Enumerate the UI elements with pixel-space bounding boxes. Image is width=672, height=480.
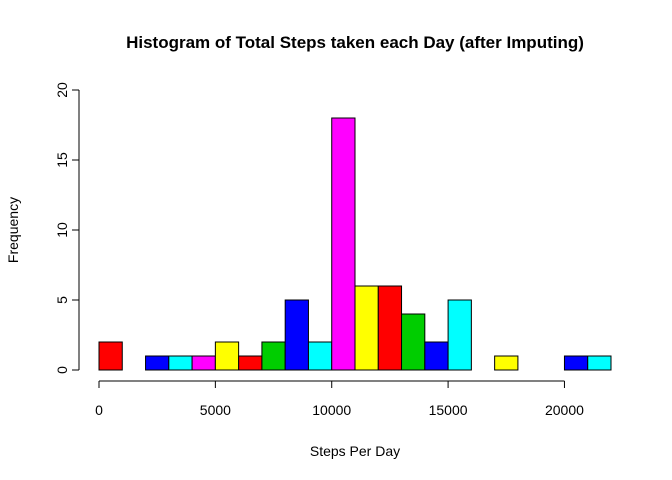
y-tick-label: 20 [54, 82, 70, 98]
histogram-bar [284, 299, 309, 371]
x-tick-label: 0 [95, 402, 103, 418]
y-tick-label: 0 [54, 366, 70, 374]
histogram-bar [563, 355, 589, 371]
histogram-bar [424, 341, 449, 371]
histogram-bar [447, 299, 472, 371]
bars-group [98, 117, 612, 371]
histogram-bar [587, 355, 612, 371]
histogram-bar [261, 341, 286, 371]
histogram-bar [354, 285, 379, 371]
x-tick-label: 5000 [200, 402, 231, 418]
histogram-bar [401, 313, 426, 371]
histogram-bar [494, 355, 519, 371]
y-axis-label: Frequency [5, 197, 21, 263]
y-tick-label: 15 [54, 152, 70, 168]
histogram-bar [168, 355, 193, 371]
y-tick-label: 10 [54, 222, 70, 238]
histogram-bar [145, 355, 170, 371]
x-axis: 0 5000 10000 15000 20000 [95, 380, 584, 418]
x-tick-label: 10000 [312, 402, 351, 418]
x-tick-label: 20000 [545, 402, 584, 418]
x-axis-label: Steps Per Day [310, 443, 400, 459]
chart-title: Histogram of Total Steps taken each Day … [126, 33, 584, 52]
histogram-bar [377, 285, 403, 371]
histogram-bar [214, 341, 240, 371]
y-axis: 0 5 10 15 20 [54, 82, 80, 374]
histogram-bar [238, 355, 263, 371]
histogram-bar [98, 341, 123, 371]
histogram-bar [191, 355, 216, 371]
y-tick-label: 5 [54, 296, 70, 304]
histogram-bar [331, 117, 356, 371]
x-tick-label: 15000 [429, 402, 468, 418]
histogram-bar [307, 341, 333, 371]
